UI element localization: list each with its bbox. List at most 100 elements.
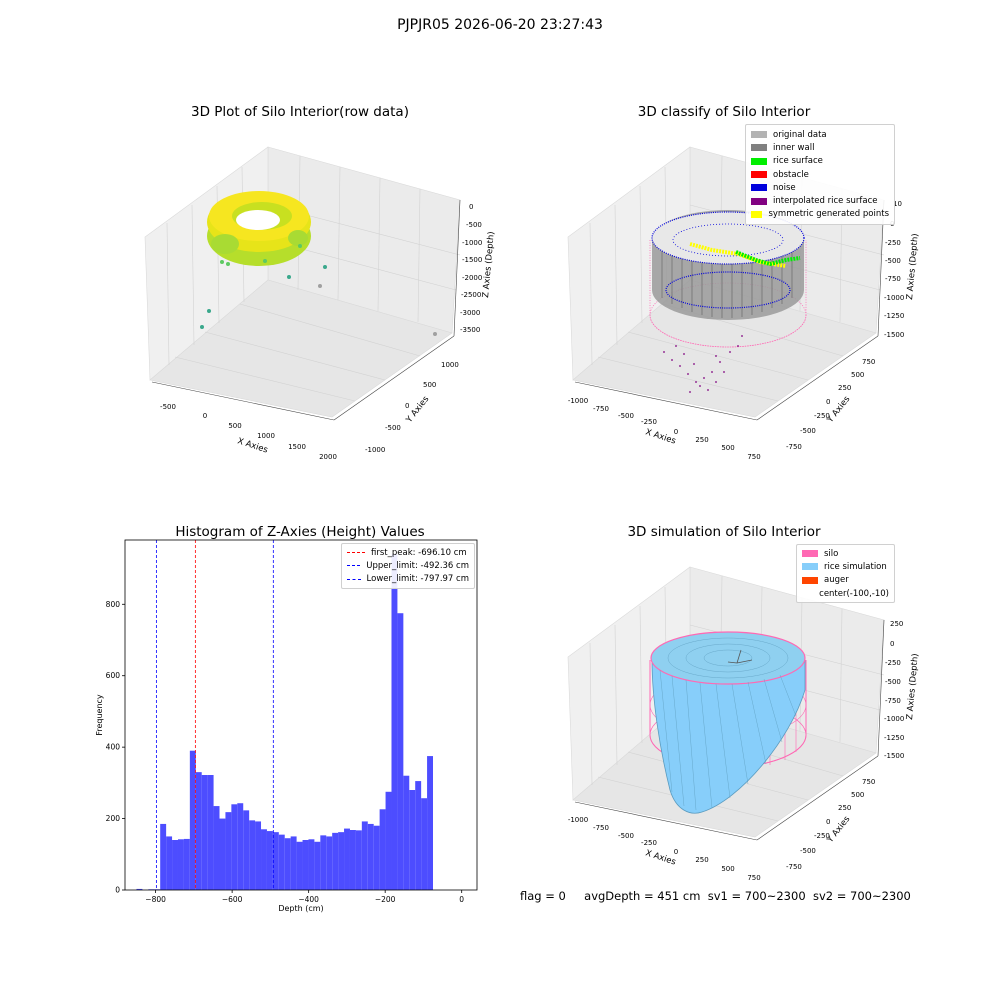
legend-label: noise (773, 182, 796, 193)
histogram-bar (332, 832, 339, 890)
histogram-bar (195, 772, 202, 890)
histogram-bar (249, 820, 256, 890)
avg-depth-text: avgDepth = 451 cm (584, 889, 701, 903)
x-axis-label: X Axies (644, 427, 677, 446)
y-tick: 750 (862, 358, 875, 366)
legend-swatch (751, 197, 767, 205)
flag-text: flag = 0 (520, 889, 566, 903)
histogram-bar (154, 889, 161, 890)
x-tick: 750 (747, 453, 760, 461)
y-tick: -250 (814, 412, 830, 420)
histogram-bar (421, 798, 428, 890)
x-tick: 1000 (257, 432, 275, 440)
histogram-bar (415, 781, 422, 890)
legend-item: symmetric generated points (751, 208, 889, 221)
histogram-bar (272, 832, 279, 890)
x-axis-label: X Axies (644, 848, 677, 867)
legend-item: noise (751, 181, 889, 194)
histogram-bar (160, 823, 167, 890)
x-tick: -250 (641, 418, 657, 426)
x-tick: 0 (674, 428, 678, 436)
histogram-bar (290, 836, 297, 890)
legend-item: inner wall (751, 141, 889, 154)
z-tick: -250 (885, 659, 901, 667)
x-tick-label: 0 (459, 895, 464, 904)
y-tick: -250 (814, 832, 830, 840)
legend-swatch (802, 576, 818, 584)
y-tick: -1000 (365, 446, 385, 454)
x-tick: -1000 (568, 816, 588, 824)
x-tick: 500 (721, 865, 734, 873)
legend-swatch (751, 157, 767, 165)
legend-label: Lower_limit: -797.97 cm (366, 574, 469, 585)
z-tick: -1500 (884, 752, 904, 760)
legend-label: auger (824, 575, 849, 586)
histogram-bar (338, 832, 345, 890)
legend-item: Lower_limit: -797.97 cm (347, 573, 469, 586)
classify-3d-tick-labels: -1000 -750 -500 -250 0 250 500 750 -750 … (568, 200, 905, 461)
histogram-legend: first_peak: -696.10 cm Upper_limit: -492… (341, 543, 475, 589)
legend-line (347, 565, 361, 567)
legend-line (347, 578, 361, 580)
histogram-bar (189, 750, 196, 890)
histogram-bar (320, 835, 327, 890)
raw-3d-axes-box (144, 146, 461, 421)
sv1-text: sv1 = 700~2300 (707, 889, 806, 903)
x-tick: -500 (618, 412, 634, 420)
histogram-bar (397, 613, 404, 890)
histogram-bar (219, 818, 226, 890)
z-tick: -3000 (460, 309, 480, 317)
legend-swatch (751, 131, 767, 139)
x-tick: 500 (721, 444, 734, 452)
histogram-frame (124, 539, 478, 891)
histogram-bar (344, 828, 350, 890)
z-tick: -2500 (461, 291, 481, 299)
y-tick-label: 0 (115, 886, 120, 895)
y-tick: -500 (800, 847, 816, 855)
legend-item: silo (802, 547, 889, 560)
z-tick: 0 (469, 203, 473, 211)
x-tick-label: −800 (145, 895, 166, 904)
z-tick: -1250 (884, 312, 904, 320)
x-tick-label: −200 (375, 895, 396, 904)
z-tick: -750 (885, 275, 901, 283)
simulation-3d-tick-labels: -1000 -750 -500 -250 0 250 500 750 -750 … (568, 620, 905, 882)
legend-swatch (802, 590, 813, 597)
z-tick: -1500 (462, 256, 482, 264)
x-axis-label: X Axies (236, 436, 269, 455)
y-tick: -750 (786, 443, 802, 451)
histogram-bar (243, 810, 250, 890)
histogram-bar (373, 825, 380, 890)
legend-label: inner wall (773, 142, 815, 153)
x-tick: -750 (593, 824, 609, 832)
y-tick: -750 (786, 863, 802, 871)
histogram-bar (278, 834, 285, 890)
simulation-3d-surface (649, 631, 807, 814)
legend-label: obstacle (773, 169, 809, 180)
panel4-title: 3D simulation of Silo Interior (627, 524, 821, 540)
histogram-bar (201, 775, 208, 890)
histogram-bar (237, 803, 244, 890)
x-tick-label: −400 (298, 895, 319, 904)
x-tick: -250 (641, 839, 657, 847)
histogram-bar (302, 840, 309, 890)
histogram-x-ticks: −800 −600 −400 −200 0 (145, 890, 464, 904)
legend-swatch (751, 184, 767, 192)
legend-item: center(-100,-10) (802, 587, 889, 600)
histogram-bar (255, 821, 262, 890)
histogram-bar (367, 823, 374, 890)
histogram-bar (261, 829, 267, 890)
legend-label: first_peak: -696.10 cm (371, 547, 467, 558)
histogram-bars (136, 554, 433, 890)
legend-line (347, 552, 365, 554)
x-tick: -500 (160, 403, 176, 411)
histogram-bar (296, 841, 303, 890)
y-tick-label: 200 (106, 814, 121, 823)
legend-item: original data (751, 128, 889, 141)
legend-label: silo (824, 548, 839, 559)
y-tick: 500 (851, 371, 864, 379)
y-tick: 0 (826, 398, 830, 406)
z-tick: -3500 (460, 326, 480, 334)
raw-3d-points (200, 191, 437, 336)
figure-title: PJPJR05 2026-06-20 23:27:43 (397, 17, 603, 33)
